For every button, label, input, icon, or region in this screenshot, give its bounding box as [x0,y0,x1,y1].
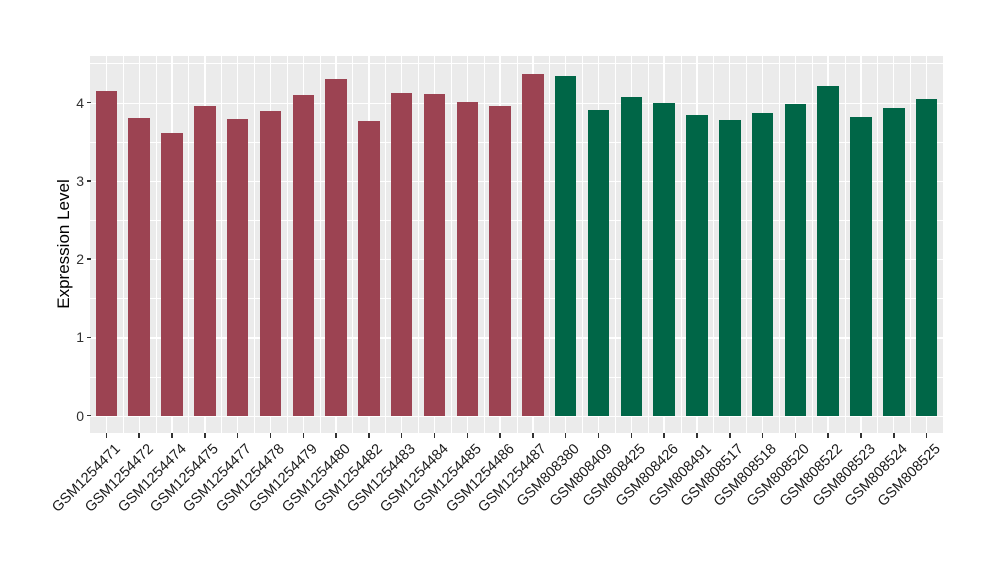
x-tick-mark-GSM1254486 [499,433,501,438]
bar-GSM808520 [784,104,807,416]
x-tick-mark-GSM1254471 [105,433,108,438]
y-tick-label-2: 2 [76,251,84,268]
x-tick-mark-GSM1254477 [236,433,239,438]
y-axis-title: Expression Level [54,179,73,309]
bar-GSM1254477 [226,118,249,416]
gridline-minor-x20 [746,56,747,433]
bar-GSM808517 [719,119,741,416]
gridline-minor-x12 [483,56,485,433]
x-tick-mark-GSM1254485 [466,433,469,438]
x-tick-mark-GSM1254475 [204,433,206,438]
gridline-minor-x25 [910,56,911,433]
gridline-minor-x2 [155,56,157,433]
bar-GSM1254483 [390,93,413,416]
gridline-major-y2 [90,259,943,261]
x-tick-mark-GSM808523 [860,433,862,438]
x-tick-mark-GSM808425 [630,433,633,438]
gridline-major-y0 [90,415,943,418]
x-tick-mark-GSM1254482 [368,433,370,438]
plot-panel [90,56,943,433]
x-tick-mark-GSM808518 [761,433,764,438]
gridline-minor-x21 [778,56,780,433]
bar-GSM1254472 [128,118,150,416]
x-tick-mark-GSM1254487 [532,433,534,438]
gridline-minor-x8 [352,56,354,433]
x-tick-mark-GSM808520 [794,433,797,438]
y-tick-mark-2 [86,258,91,260]
bar-GSM1254479 [292,94,314,416]
bar-GSM808525 [915,99,938,416]
bar-GSM1254478 [259,111,282,416]
y-tick-mark-4 [86,101,91,104]
gridline-minor-x14 [549,56,551,433]
gridline-minor-x24 [877,56,879,433]
bar-GSM1254484 [423,93,446,416]
y-tick-mark-3 [86,180,91,182]
x-tick-mark-GSM808409 [597,433,600,438]
x-tick-mark-GSM808524 [893,433,895,438]
bar-GSM1254471 [95,90,118,416]
x-tick-mark-GSM808491 [696,433,698,438]
y-tick-mark-0 [86,414,91,417]
x-tick-mark-GSM1254472 [138,433,140,438]
y-tick-label-4: 4 [76,94,84,111]
bar-GSM808524 [883,107,905,416]
gridline-minor-x11 [450,56,452,433]
bar-GSM808491 [686,115,708,416]
x-tick-mark-GSM1254483 [400,433,403,438]
x-tick-mark-GSM1254478 [269,433,272,438]
gridline-minor-x19 [713,56,715,433]
bar-GSM1254486 [489,106,511,416]
x-tick-mark-GSM1254479 [302,433,304,438]
bar-GSM1254487 [522,74,544,416]
bar-GSM1254474 [161,133,183,416]
gridline-major-y4 [90,102,943,104]
y-tick-label-3: 3 [76,172,84,189]
gridline-minor-x4 [221,56,222,433]
bar-GSM808380 [554,75,577,416]
x-tick-mark-GSM808522 [827,433,829,438]
gridline-minor-x16 [614,56,616,433]
gridline-minor-x9 [385,56,387,433]
x-tick-mark-GSM1254474 [171,433,173,438]
bar-GSM808522 [817,86,839,416]
gridline-major-y1 [90,337,943,339]
gridline-minor-x15 [582,56,583,433]
gridline-minor-x3 [188,56,190,433]
x-tick-mark-GSM1254480 [335,433,337,438]
gridline-minor-x7 [319,56,321,433]
bar-GSM808426 [653,102,675,416]
x-tick-mark-GSM808525 [925,433,928,438]
bar-GSM1254485 [456,101,479,416]
gridline-minor-x22 [811,56,813,433]
gridline-minor-x5 [254,56,255,433]
y-tick-mark-1 [86,336,91,339]
x-tick-mark-GSM808426 [663,433,665,438]
gridline-minor-x13 [516,56,518,433]
y-tick-label-0: 0 [76,407,84,424]
y-tick-label-1: 1 [76,329,84,346]
gridline-minor-x10 [418,56,419,433]
bar-GSM808425 [620,97,643,416]
bar-GSM808409 [587,109,610,416]
x-tick-mark-GSM808517 [729,433,731,438]
gridline-minor-x1 [122,56,124,433]
gridline-minor-x6 [286,56,288,433]
bar-GSM1254480 [325,79,347,416]
gridline-minor-x18 [680,56,682,433]
bar-GSM1254475 [194,106,216,416]
gridline-minor-x23 [844,56,846,433]
x-tick-mark-GSM1254484 [433,433,436,438]
bar-GSM808518 [751,113,774,416]
bar-GSM1254482 [358,121,380,416]
bar-GSM808523 [850,116,872,416]
gridline-minor-x17 [647,56,649,433]
gridline-major-y3 [90,180,943,183]
x-tick-mark-GSM808380 [564,433,567,438]
